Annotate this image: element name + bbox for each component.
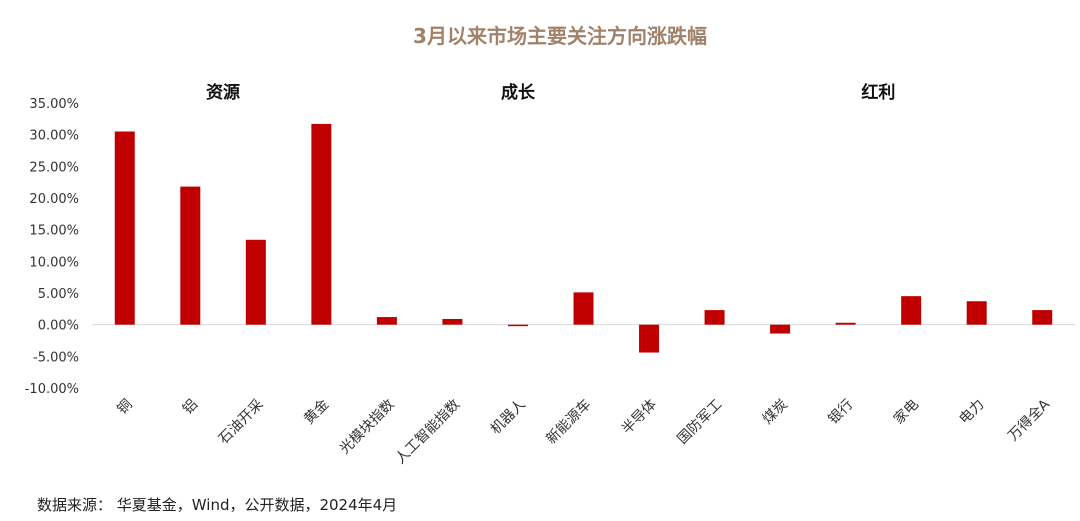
x-tick-label: 人工智能指数: [393, 397, 464, 468]
y-axis-labels: 35.00% 30.00% 25.00% 20.00% 15.00% 10.00% 5.00…: [25, 97, 79, 397]
x-tick-label: 石油开采: [216, 397, 267, 448]
bar: [835, 322, 856, 325]
x-tick-label: 光模块指数: [337, 397, 398, 458]
bar: [442, 318, 463, 325]
x-tick-label: 机器人: [488, 397, 529, 438]
x-axis-labels: 铜 铝石油开采 黄金 光模块指数人工智能指数 机器人 新能源车 半导体 国防军工 煤炭 银行 家电 电…: [114, 396, 1053, 468]
bar: [180, 186, 201, 325]
y-tick-label: 30.00%: [29, 129, 79, 144]
x-tick-label: 电力: [956, 397, 987, 428]
x-tick-label: 半导体: [619, 397, 660, 438]
y-tick-label: 5.00%: [38, 287, 79, 302]
group-labels: 资源 成长 红利: [206, 82, 895, 103]
group-label: 资源: [206, 82, 240, 103]
x-tick-label: 铝: [180, 397, 201, 418]
x-tick-label: 国防军工: [674, 397, 725, 448]
bar: [376, 317, 397, 325]
bar: [704, 310, 725, 325]
group-label: 红利: [861, 82, 895, 103]
y-tick-label: 0.00%: [38, 319, 79, 334]
y-tick-label: 35.00%: [29, 97, 79, 112]
y-tick-label: 20.00%: [29, 192, 79, 207]
x-tick-label: 煤炭: [760, 397, 791, 428]
y-tick-label: 10.00%: [29, 255, 79, 270]
data-source-note: 数据来源： 华夏基金，Wind，公开数据，2024年4月: [37, 496, 398, 514]
bar: [245, 239, 266, 325]
bar: [114, 131, 135, 325]
bar: [966, 301, 987, 325]
bar: [1032, 310, 1053, 325]
bar: [311, 123, 332, 325]
bar: [573, 292, 594, 325]
x-tick-label: 万得全A: [1005, 396, 1054, 445]
x-tick-label: 家电: [890, 396, 922, 428]
chart-title: 3月以来市场主要关注方向涨跌幅: [413, 24, 707, 48]
x-tick-label: 银行: [825, 397, 856, 428]
y-tick-label: 25.00%: [29, 160, 79, 175]
y-tick-label: -5.00%: [33, 350, 79, 365]
y-tick-label: -10.00%: [25, 382, 79, 397]
x-tick-label: 黄金: [300, 396, 332, 428]
bar: [901, 296, 922, 325]
group-label: 成长: [501, 82, 536, 103]
bar: [507, 324, 528, 327]
y-tick-label: 15.00%: [29, 224, 79, 239]
x-tick-label: 铜: [114, 397, 135, 418]
bar: [770, 324, 791, 334]
bars: [114, 123, 1053, 353]
x-tick-label: 新能源车: [543, 396, 595, 448]
bar: [639, 324, 660, 353]
